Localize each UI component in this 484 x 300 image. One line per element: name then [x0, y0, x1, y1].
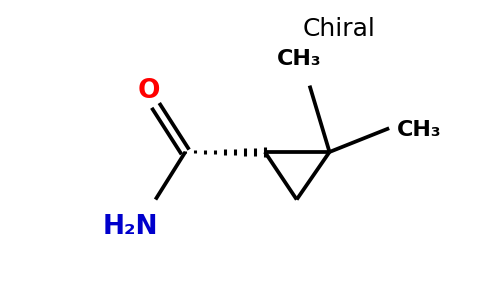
Text: H₂N: H₂N — [103, 214, 158, 240]
Text: Chiral: Chiral — [303, 17, 376, 41]
Text: O: O — [137, 78, 160, 104]
Text: CH₃: CH₃ — [397, 120, 441, 140]
Text: CH₃: CH₃ — [277, 49, 322, 69]
